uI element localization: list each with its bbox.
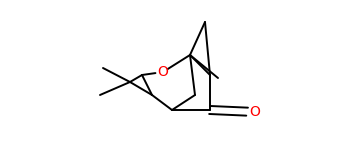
Text: O: O [249, 105, 260, 119]
Text: O: O [157, 65, 169, 79]
